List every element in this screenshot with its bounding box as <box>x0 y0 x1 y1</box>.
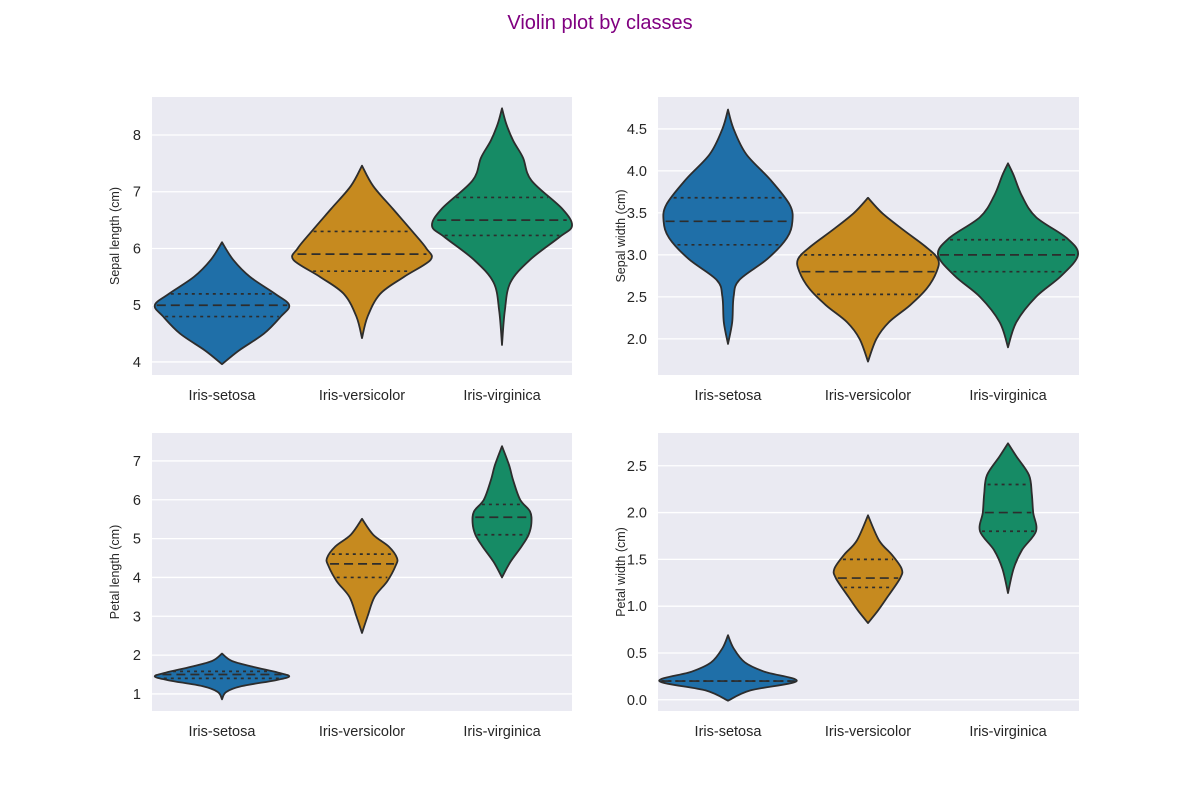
panel-sepal-width: 2.0 2.5 3.0 3.5 4.0 4.5 Sepal width (cm) Iris-s… <box>614 97 1079 404</box>
category-label-iris-virginica: Iris-virginica <box>463 388 541 404</box>
violin-iris-versicolor <box>796 196 940 363</box>
y-tick-label: 4 <box>133 355 141 371</box>
y-tick-label: 7 <box>133 185 141 201</box>
violin-body <box>471 445 533 579</box>
y-axis-label: Petal length (cm) <box>108 525 122 619</box>
category-label-iris-virginica: Iris-virginica <box>969 388 1047 404</box>
violin-iris-setosa <box>658 634 798 702</box>
violin-body <box>153 652 291 701</box>
y-axis-label: Sepal length (cm) <box>108 187 122 285</box>
violin-iris-versicolor <box>291 164 433 340</box>
y-tick-label: 6 <box>133 493 141 509</box>
category-label-iris-virginica: Iris-virginica <box>463 724 541 740</box>
y-tick-label: 2.5 <box>627 290 647 306</box>
violin-body <box>796 196 940 363</box>
violin-body <box>658 634 798 702</box>
violin-iris-virginica <box>431 107 573 346</box>
y-tick-label: 5 <box>133 532 141 548</box>
y-tick-label: 1.0 <box>627 599 647 615</box>
y-tick-label: 3.0 <box>627 248 647 264</box>
category-label-iris-virginica: Iris-virginica <box>969 724 1047 740</box>
violin-iris-versicolor <box>325 517 399 634</box>
violin-iris-virginica <box>937 162 1079 349</box>
y-tick-label: 4.0 <box>627 164 647 180</box>
violin-iris-setosa <box>153 241 291 366</box>
y-tick-label: 0.5 <box>627 646 647 662</box>
y-tick-label: 4.5 <box>627 122 647 138</box>
y-tick-label: 6 <box>133 241 141 257</box>
y-tick-label: 1 <box>133 687 141 703</box>
y-tick-label: 4 <box>133 570 141 586</box>
violin-body <box>153 241 291 366</box>
category-label-iris-setosa: Iris-setosa <box>695 724 763 740</box>
violin-body <box>662 108 794 345</box>
category-label-iris-setosa: Iris-setosa <box>189 724 257 740</box>
y-tick-label: 1.5 <box>627 552 647 568</box>
category-label-iris-setosa: Iris-setosa <box>189 388 257 404</box>
y-tick-label: 7 <box>133 454 141 470</box>
panel-petal-length: 1 2 3 4 5 6 7 Petal length (cm) Iris-setosa Iris-… <box>108 433 572 740</box>
violin-body <box>291 164 433 340</box>
y-tick-label: 3 <box>133 609 141 625</box>
violin-body <box>937 162 1079 349</box>
violin-body <box>431 107 573 346</box>
violin-iris-setosa <box>153 652 291 701</box>
panel-petal-width: 0.0 0.5 1.0 1.5 2.0 2.5 Petal width (cm) Iris-s… <box>614 433 1079 740</box>
violin-iris-virginica <box>978 442 1038 594</box>
y-tick-label: 2.0 <box>627 332 647 348</box>
category-label-iris-versicolor: Iris-versicolor <box>825 724 911 740</box>
category-label-iris-versicolor: Iris-versicolor <box>825 388 911 404</box>
y-tick-label: 8 <box>133 128 141 144</box>
y-axis-label: Petal width (cm) <box>614 527 628 617</box>
panel-sepal-length: 4 5 6 7 8 Sepal length (cm) Iris-setosa Iris-ve… <box>108 97 573 404</box>
violin-body <box>832 514 904 624</box>
y-tick-label: 2.0 <box>627 506 647 522</box>
category-label-iris-setosa: Iris-setosa <box>695 388 763 404</box>
violin-iris-virginica <box>471 445 533 579</box>
figure-title: Violin plot by classes <box>507 12 693 34</box>
y-tick-label: 2 <box>133 648 141 664</box>
violin-body <box>325 517 399 634</box>
violin-iris-setosa <box>662 108 794 345</box>
y-axis-label: Sepal width (cm) <box>614 189 628 282</box>
y-tick-label: 5 <box>133 298 141 314</box>
y-tick-label: 2.5 <box>627 459 647 475</box>
category-label-iris-versicolor: Iris-versicolor <box>319 388 405 404</box>
violin-body <box>978 442 1038 594</box>
violin-iris-versicolor <box>832 514 904 624</box>
y-tick-label: 3.5 <box>627 206 647 222</box>
category-label-iris-versicolor: Iris-versicolor <box>319 724 405 740</box>
y-tick-label: 0.0 <box>627 693 647 709</box>
